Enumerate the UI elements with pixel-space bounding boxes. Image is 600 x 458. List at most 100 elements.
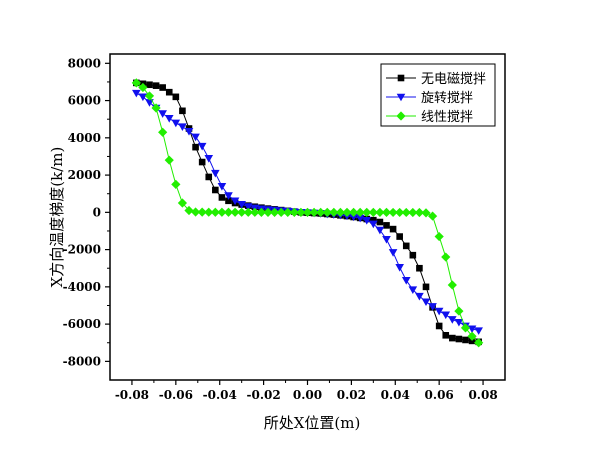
data-point (454, 306, 464, 316)
data-point (401, 277, 411, 285)
data-point (263, 207, 273, 217)
x-axis-title: 所处X位置(m) (264, 414, 361, 432)
data-point (474, 338, 484, 348)
data-point (382, 236, 391, 244)
data-point (428, 303, 437, 311)
data-point (218, 194, 226, 201)
legend-marker (396, 93, 406, 102)
data-point (296, 207, 306, 217)
data-point (468, 337, 476, 345)
data-point (204, 207, 214, 217)
data-point (355, 214, 365, 223)
y-axis-title: X方向温度梯度(k/m) (48, 147, 66, 288)
data-point (177, 198, 188, 208)
data-point (408, 207, 418, 218)
data-point (197, 207, 207, 217)
data-point (152, 82, 160, 89)
data-point (164, 155, 174, 165)
data-point (409, 251, 417, 259)
y-tick-label: 8000 (68, 56, 101, 70)
y-tick-label: -6000 (63, 317, 101, 331)
data-point (171, 119, 181, 128)
data-point (184, 205, 194, 216)
x-tick-label: 0.08 (468, 388, 497, 402)
x-tick-label: 0.02 (337, 388, 366, 402)
axis-layer: -0.08 -0.06 -0.04 -0.02 0.00 0.02 0.04 0.06 0.08… (63, 56, 498, 402)
legend-marker (397, 74, 405, 82)
data-point (414, 207, 425, 218)
data-point (191, 133, 200, 142)
data-point (198, 158, 206, 166)
data-point (243, 203, 253, 211)
data-point (375, 226, 385, 235)
data-point (375, 207, 385, 217)
legend-label: 无电磁搅拌 (421, 71, 486, 87)
data-point (368, 207, 378, 217)
series-layer (131, 78, 484, 348)
data-point (159, 84, 166, 91)
data-point (467, 325, 477, 334)
data-point (388, 207, 398, 218)
data-point (309, 207, 319, 217)
data-point (237, 201, 246, 209)
legend-label: 旋转搅拌 (421, 90, 473, 106)
data-point (362, 217, 372, 225)
data-point (408, 286, 418, 294)
x-tick-label: -0.02 (247, 388, 281, 402)
data-point (151, 103, 161, 113)
data-point (179, 107, 186, 115)
legend-marker (396, 111, 406, 121)
y-tick-label: 4000 (68, 131, 101, 145)
data-point (223, 207, 234, 217)
data-point (441, 252, 451, 262)
data-point (197, 142, 207, 151)
data-point (171, 179, 181, 189)
data-point (434, 307, 444, 316)
series-3 (131, 78, 484, 348)
y-tick-label: -8000 (63, 354, 101, 368)
data-point (144, 91, 155, 101)
data-point (442, 331, 450, 339)
data-point (447, 280, 457, 290)
data-point (462, 336, 469, 344)
data-point (460, 323, 471, 333)
data-point (237, 207, 247, 217)
data-point (164, 114, 174, 123)
data-point (335, 207, 346, 217)
data-point (422, 283, 430, 291)
data-point (302, 207, 313, 217)
legend-item-1: 无电磁搅拌 (386, 71, 486, 87)
data-point (172, 93, 180, 101)
data-point (342, 207, 352, 217)
data-point (178, 123, 187, 131)
x-tick-label: -0.04 (203, 388, 237, 402)
data-point (395, 207, 405, 218)
x-tick-label: 0.04 (381, 388, 410, 402)
data-point (289, 207, 299, 217)
data-point (269, 207, 280, 217)
data-point (474, 327, 483, 335)
data-point (381, 207, 392, 217)
data-point (376, 218, 384, 226)
legend-item-2: 旋转搅拌 (386, 90, 473, 106)
data-point (190, 207, 201, 217)
data-point (230, 197, 240, 206)
data-point (217, 182, 227, 191)
data-point (455, 335, 463, 343)
data-point (165, 88, 173, 96)
legend-label: 线性搅拌 (421, 109, 473, 125)
data-point (283, 207, 293, 217)
x-tick-label: 0.00 (293, 388, 322, 402)
legend-item-3: 线性搅拌 (386, 109, 473, 125)
data-point (435, 322, 443, 330)
data-point (355, 207, 365, 217)
data-point (383, 222, 390, 229)
data-point (421, 208, 431, 218)
data-point (316, 207, 326, 217)
x-tick-label: -0.06 (159, 388, 193, 402)
data-point (369, 220, 378, 229)
data-point (192, 143, 199, 151)
